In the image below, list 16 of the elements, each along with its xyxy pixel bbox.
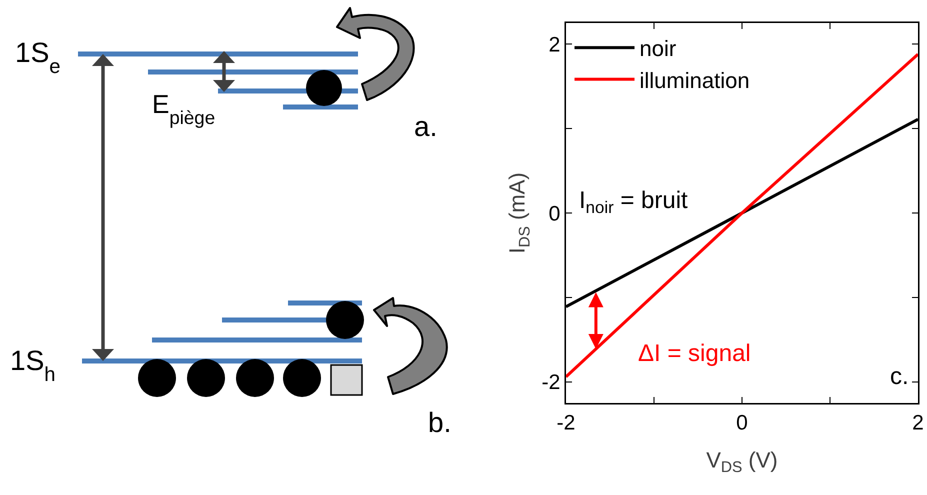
y-tick-label: -2: [542, 371, 560, 394]
legend-label: illumination: [640, 68, 750, 93]
x-axis-title: V$_{DS}$ (V): [706, 447, 778, 476]
text: E$_{piège}$: [152, 89, 216, 128]
annotation: ΔI = signal: [638, 340, 751, 367]
text: 1S$_{h}$: [10, 345, 56, 386]
legend-label: noir: [640, 36, 676, 62]
x-tick-label: 0: [736, 412, 748, 435]
text: 1S$_{e}$: [15, 37, 60, 78]
x-tick-label: 2: [912, 412, 924, 435]
text: a.: [414, 111, 438, 142]
annotation: I$_{noir}$ = bruit: [579, 187, 688, 218]
text: b.: [428, 407, 452, 438]
y-tick-label: 0: [548, 202, 560, 226]
annotation: c.: [890, 363, 909, 390]
y-tick-label: 2: [548, 33, 560, 56]
